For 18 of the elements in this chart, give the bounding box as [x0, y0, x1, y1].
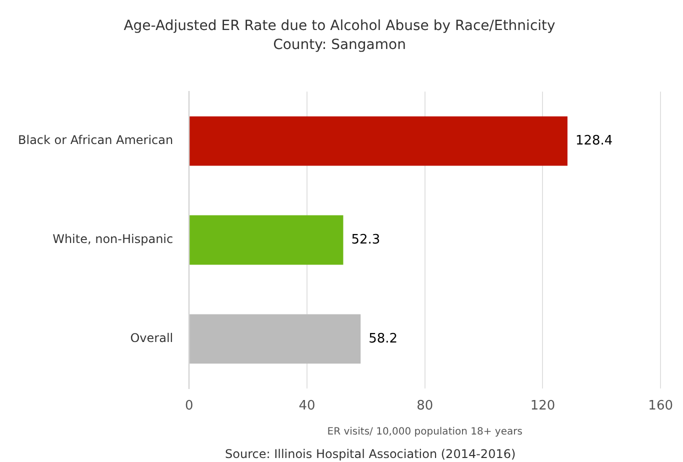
- y-tick-label: Overall: [130, 331, 174, 346]
- bar: [190, 314, 361, 364]
- data-label: 58.2: [368, 331, 398, 346]
- x-tick-label: 120: [530, 398, 556, 414]
- x-axis-title: ER visits/ 10,000 population 18+ years: [327, 426, 522, 438]
- y-tick-label: Black or African American: [18, 133, 174, 148]
- y-tick-label: White, non-Hispanic: [52, 232, 174, 246]
- data-label: 128.4: [575, 133, 613, 148]
- x-tick-label: 80: [416, 398, 434, 414]
- bar: [190, 116, 568, 166]
- chart-title: Age-Adjusted ER Rate due to Alcohol Abuse by Race/Ethnicity: [124, 18, 556, 34]
- data-label: 52.3: [351, 232, 380, 248]
- x-tick-label: 160: [648, 398, 674, 414]
- chart-subtitle: County: Sangamon: [273, 36, 406, 53]
- x-tick-label: 40: [298, 398, 316, 414]
- source-note: Source: Illinois Hospital Association (2014-2016): [225, 447, 516, 461]
- bar: [190, 215, 344, 265]
- x-tick-label: 0: [184, 398, 194, 414]
